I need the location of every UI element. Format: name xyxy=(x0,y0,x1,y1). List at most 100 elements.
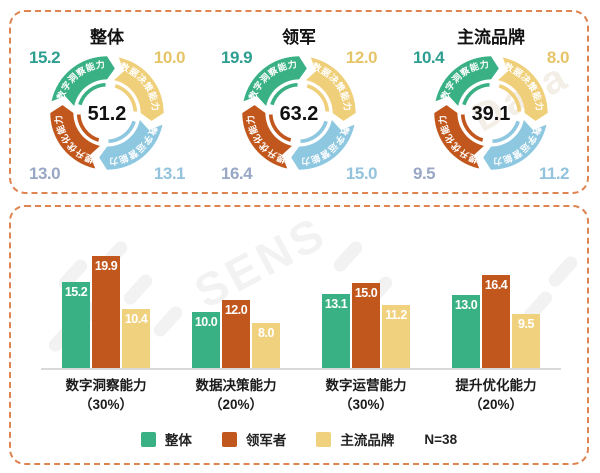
donut-inner-arc xyxy=(306,84,330,112)
ring-chart: 数字洞察能力 数据决策能力 数字运营能力 提升优化能力 39.1 10.4 8.0 11.2 9… xyxy=(397,48,585,184)
bar-value-label: 10.4 xyxy=(124,312,148,327)
donut-center-value: 51.2 xyxy=(88,103,127,125)
bar-value-label: 15.0 xyxy=(354,286,378,301)
bar-value-label: 19.9 xyxy=(94,258,118,273)
legend-item-overall: 整体 xyxy=(140,429,192,449)
donut-inner-arc xyxy=(498,84,522,112)
bar-chart: 15.2 19.9 10.4 10.0 12.0 8.0 13.1 15.0 11.2 13.0 1… xyxy=(41,241,561,415)
ring-chart: 数字洞察能力 数据决策能力 数字运营能力 提升优化能力 63.2 19.9 12.0 15.0… xyxy=(205,48,393,184)
bar: 10.4 xyxy=(122,309,150,368)
bar: 13.0 xyxy=(452,294,480,368)
legend-label-overall: 整体 xyxy=(164,433,192,448)
donut-center-value: 63.2 xyxy=(280,103,319,125)
donut-inner-arc xyxy=(114,84,138,112)
donut-title: 整体 xyxy=(90,28,124,47)
donut-segment xyxy=(305,57,356,121)
donut-corner-value: 15.2 xyxy=(29,48,61,67)
donut-row: 整体数字洞察能力 数据决策能力 数字运营能力 提升优化能力 51.2 15.2 10.0 13… xyxy=(11,26,587,190)
bar-value-label: 16.4 xyxy=(484,278,508,293)
legend-swatch-overall xyxy=(140,431,156,447)
legend-label-mainstream: 主流品牌 xyxy=(340,433,395,448)
bar-plot: 15.2 19.9 10.4 10.0 12.0 8.0 13.1 15.0 11.2 13.0 1… xyxy=(41,241,561,370)
donut-inner-arc xyxy=(108,120,136,144)
bar: 12.0 xyxy=(222,300,250,368)
donut-segment xyxy=(51,56,115,107)
bar-value-label: 10.0 xyxy=(194,314,218,329)
donut-segment xyxy=(497,57,548,121)
legend: 整体 领军者 主流品牌 N=38 xyxy=(11,429,587,449)
donut-title: 领军 xyxy=(282,28,316,47)
category-label: 数字洞察能力 （30%） xyxy=(65,378,147,412)
bar-panel: 15.2 19.9 10.4 10.0 12.0 8.0 13.1 15.0 11.2 13.0 1… xyxy=(9,205,589,465)
donut-segment xyxy=(50,105,101,169)
donut-center-value: 39.1 xyxy=(472,103,511,125)
donut-inner-arc xyxy=(300,120,328,144)
donut-corner-value: 9.5 xyxy=(413,164,436,183)
donut-corner-value: 10.0 xyxy=(153,48,186,67)
donut-inner-arc xyxy=(492,120,520,144)
bar-value-label: 11.2 xyxy=(385,307,407,322)
donut-segment xyxy=(483,119,547,170)
donut-corner-value: 11.2 xyxy=(538,164,570,183)
donut-corner-value: 8.0 xyxy=(546,48,570,67)
donut-segment xyxy=(242,105,293,169)
donut-segment xyxy=(113,57,164,121)
sample-size-note: N=38 xyxy=(424,431,458,447)
bar: 13.1 xyxy=(322,294,350,368)
category-labels: 数字洞察能力 （30%） 数据决策能力 （20%） 数字运营能力 （30%） 提升优化能力（… xyxy=(41,377,561,415)
bar: 8.0 xyxy=(252,322,280,368)
ring-chart: 数字洞察能力 数据决策能力 数字运营能力 提升优化能力 51.2 15.2 10.0 13.1… xyxy=(13,48,201,184)
bar-group: 15.2 19.9 10.4 xyxy=(62,255,150,368)
donut-segment xyxy=(434,105,485,169)
donut-corner-value: 13.1 xyxy=(153,164,186,183)
donut-corner-value: 15.0 xyxy=(345,164,378,183)
bar: 16.4 xyxy=(482,275,510,368)
legend-swatch-leader xyxy=(221,431,237,447)
bar: 9.5 xyxy=(512,314,540,368)
donut-inner-arc xyxy=(462,82,490,106)
bar-group: 13.0 16.4 9.5 xyxy=(452,275,540,368)
donut-corner-value: 19.9 xyxy=(221,48,253,67)
donut-inner-arc xyxy=(78,82,106,106)
legend-item-mainstream: 主流品牌 xyxy=(316,429,394,449)
donut-cell: 整体数字洞察能力 数据决策能力 数字运营能力 提升优化能力 51.2 15.2 10.0 13… xyxy=(13,26,201,190)
bar-group: 13.1 15.0 11.2 xyxy=(322,283,410,368)
bar-value-label: 8.0 xyxy=(258,325,274,340)
legend-label-leader: 领军者 xyxy=(245,433,287,448)
donut-cell: 领军数字洞察能力 数据决策能力 数字运营能力 提升优化能力 63.2 19.9 12.0 15… xyxy=(205,26,393,190)
bar-value-label: 9.5 xyxy=(518,317,534,332)
legend-swatch-mainstream xyxy=(316,431,332,447)
donut-inner-arc xyxy=(270,82,298,106)
bar-value-label: 15.2 xyxy=(64,285,88,300)
donut-segment xyxy=(435,56,499,107)
donut-inner-arc xyxy=(460,114,484,142)
donut-cell: 主流品牌数字洞察能力 数据决策能力 数字运营能力 提升优化能力 39.1 10.4 8.0 1… xyxy=(397,26,585,190)
donut-corner-value: 16.4 xyxy=(221,164,253,183)
bar-group: 10.0 12.0 8.0 xyxy=(192,300,280,368)
legend-item-leader: 领军者 xyxy=(221,429,287,449)
donut-segment xyxy=(291,119,355,170)
bar-value-label: 12.0 xyxy=(224,303,248,318)
donut-panel: 整体数字洞察能力 数据决策能力 数字运营能力 提升优化能力 51.2 15.2 10.0 13… xyxy=(9,10,589,194)
category-label: 数据决策能力 （20%） xyxy=(195,378,277,412)
donut-corner-value: 10.4 xyxy=(413,48,445,67)
donut-title: 主流品牌 xyxy=(457,28,525,47)
donut-inner-arc xyxy=(268,114,292,142)
category-label: 数字运营能力 （30%） xyxy=(325,378,407,412)
bar: 15.0 xyxy=(352,283,380,368)
donut-segment xyxy=(99,119,163,170)
bar: 15.2 xyxy=(62,282,90,368)
donut-corner-value: 13.0 xyxy=(29,164,61,183)
donut-corner-value: 12.0 xyxy=(345,48,378,67)
bar-value-label: 13.1 xyxy=(324,297,348,311)
category-label: 提升优化能力 （20%） xyxy=(455,378,537,412)
donut-segment xyxy=(243,56,307,107)
bar-value-label: 13.0 xyxy=(454,297,478,312)
bar: 11.2 xyxy=(382,304,410,368)
bar: 10.0 xyxy=(192,311,220,368)
donut-inner-arc xyxy=(76,114,100,142)
